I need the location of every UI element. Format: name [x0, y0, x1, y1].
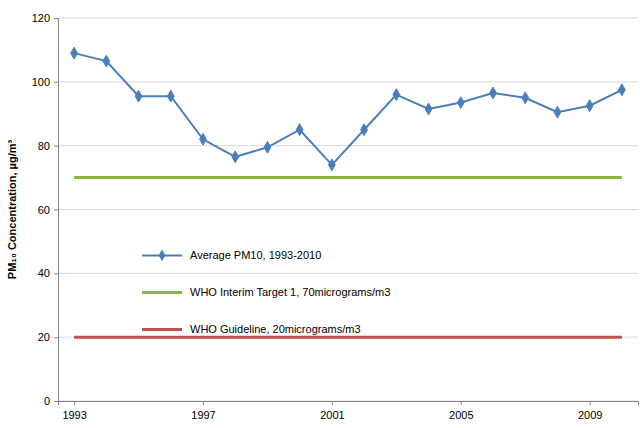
y-tick: 20: [38, 331, 58, 343]
x-tick-label: 1993: [62, 409, 86, 421]
x-tick-label: 2001: [320, 409, 344, 421]
grid-line: [58, 18, 638, 19]
marker: [103, 55, 110, 67]
legend: Average PM10, 1993-2010 WHO Interim Targe…: [142, 249, 390, 335]
y-tick-label: 100: [32, 76, 50, 88]
x-tick: 2009: [578, 401, 602, 421]
x-tick-label: 2005: [449, 409, 473, 421]
marker: [618, 84, 625, 96]
y-tick-label: 40: [38, 267, 50, 279]
plot-area: [71, 47, 626, 337]
x-tick-mark: [203, 401, 204, 405]
marker: [554, 106, 561, 118]
x-tick: 1993: [62, 401, 86, 421]
y-axis-title: PM₁₀ Concentration, µg/m³: [6, 140, 18, 280]
legend-label: WHO Guideline, 20micrograms/m3: [190, 323, 361, 335]
grid-line: [58, 273, 638, 274]
x-tick-mark: [461, 401, 462, 405]
marker: [361, 124, 368, 136]
y-tick: 40: [38, 267, 58, 279]
legend-label: WHO Interim Target 1, 70micrograms/m3: [190, 286, 390, 298]
marker: [393, 89, 400, 101]
legend-entry: Average PM10, 1993-2010: [142, 249, 321, 261]
marker: [457, 97, 464, 109]
grid-line: [58, 81, 638, 82]
y-tick-label: 0: [44, 395, 50, 407]
y-tick-mark: [54, 210, 58, 211]
grid-line: [58, 337, 638, 338]
marker: [490, 87, 497, 99]
x-tick: 1997: [191, 401, 215, 421]
y-tick-mark: [54, 146, 58, 147]
series-line: [74, 176, 622, 179]
marker: [296, 124, 303, 136]
series-line: [74, 336, 622, 339]
x-axis-line: [59, 402, 639, 406]
marker: [264, 141, 271, 153]
marker: [586, 100, 593, 112]
legend-entry: WHO Guideline, 20micrograms/m3: [142, 323, 361, 335]
y-tick: 100: [32, 76, 58, 88]
legend-label: Average PM10, 1993-2010: [190, 249, 321, 261]
x-tick-label: 2009: [578, 409, 602, 421]
marker: [232, 151, 239, 163]
marker: [425, 103, 432, 115]
marker: [200, 133, 207, 145]
y-tick-label: 20: [38, 331, 50, 343]
marker: [135, 90, 142, 102]
x-tick-label: 1997: [191, 409, 215, 421]
y-axis: 0 20 40 60 80 100 120: [32, 12, 59, 407]
y-tick-label: 80: [38, 140, 50, 152]
y-tick: 60: [38, 204, 58, 216]
y-tick-mark: [54, 82, 58, 83]
x-tick-mark: [332, 401, 333, 405]
legend-swatch: [142, 328, 182, 331]
y-tick-label: 120: [32, 12, 50, 24]
marker: [522, 92, 529, 104]
legend-entry: WHO Interim Target 1, 70micrograms/m3: [142, 286, 390, 298]
y-tick: 80: [38, 140, 58, 152]
y-tick-mark: [54, 18, 58, 19]
x-tick-mark: [74, 401, 75, 405]
y-axis-line: [54, 19, 59, 402]
grid-line: [58, 209, 638, 210]
x-tick: 2005: [449, 401, 473, 421]
x-tick: 2001: [320, 401, 344, 421]
y-tick-mark: [54, 273, 58, 274]
y-tick: 0: [44, 395, 58, 407]
marker: [328, 159, 335, 171]
y-tick-label: 60: [38, 204, 50, 216]
marker: [71, 47, 78, 59]
y-tick: 120: [32, 12, 58, 24]
series-line: [74, 53, 622, 165]
chart: 0 20 40 60 80 100 120 1993 1997 2001 2005 2009 PM₁₀ …: [0, 0, 640, 428]
y-tick-mark: [54, 401, 58, 402]
x-tick-mark: [590, 401, 591, 405]
legend-marker: [159, 250, 166, 262]
x-axis: 1993 1997 2001 2005 2009: [59, 401, 639, 421]
grid: [58, 18, 638, 401]
marker: [167, 90, 174, 102]
legend-swatch: [142, 291, 182, 294]
y-tick-mark: [54, 337, 58, 338]
